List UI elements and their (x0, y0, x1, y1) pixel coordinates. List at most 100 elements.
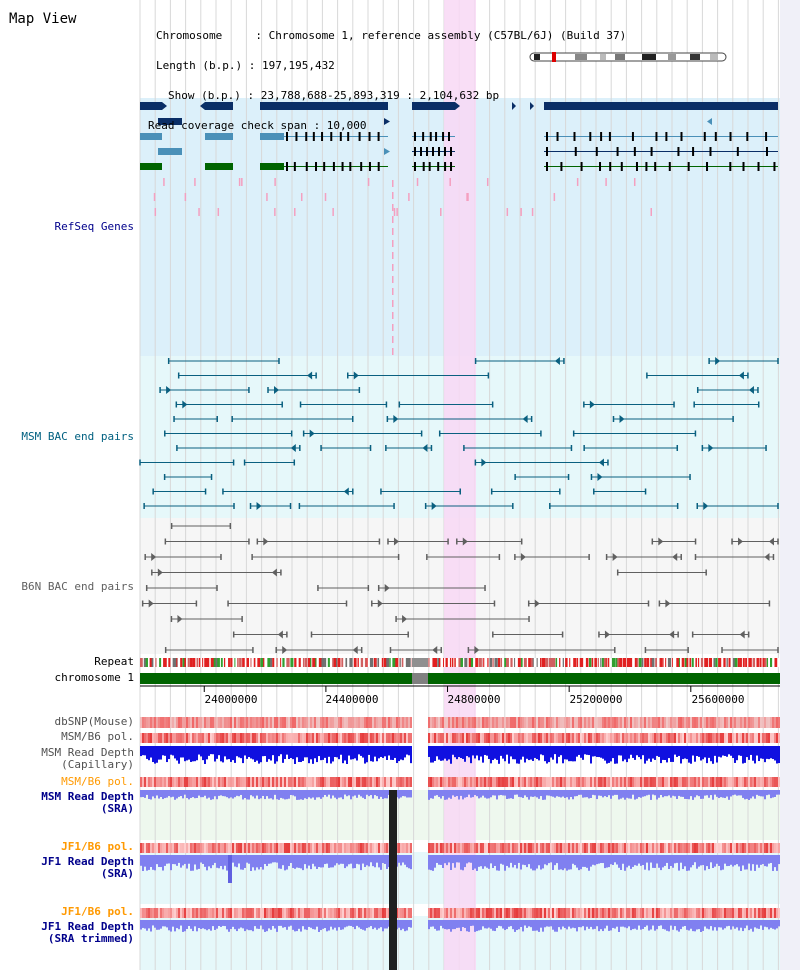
depth-bar (402, 920, 404, 929)
depth-bar (642, 920, 644, 929)
jf1-read-depth-sra-label[interactable]: JF1 Read Depth (41, 855, 134, 868)
heat-cell (586, 717, 588, 728)
msm-bac-label[interactable]: MSM BAC end pairs (21, 430, 134, 443)
depth-bar (288, 855, 290, 867)
heat-cell (584, 717, 586, 728)
depth-bar (498, 920, 500, 926)
depth-bar (578, 790, 580, 795)
heat-cell (168, 908, 170, 918)
right-scrollbar[interactable] (780, 0, 800, 970)
msm-read-depth-cap-label[interactable]: MSM Read Depth (41, 746, 134, 759)
depth-bar (648, 790, 650, 795)
heat-cell (260, 908, 262, 918)
heat-cell (364, 843, 366, 853)
repeat-element (428, 658, 430, 667)
refseq-genes-track[interactable] (140, 102, 778, 355)
heat-cell (306, 777, 308, 787)
repeat-track[interactable] (140, 658, 780, 667)
heat-cell (672, 908, 674, 918)
bac-arrow (769, 537, 774, 546)
jf1-b6-pol-label-1[interactable]: JF1/B6 pol. (61, 840, 134, 853)
jf1-b6-pol-label-2[interactable]: JF1/B6 pol. (61, 905, 134, 918)
repeat-element (310, 658, 312, 667)
pink-marker (576, 178, 579, 186)
heat-cell (158, 777, 160, 787)
heat-cell (562, 908, 564, 918)
jf1-read-depth-trim-label[interactable]: JF1 Read Depth (41, 920, 134, 933)
depth-bar (430, 855, 432, 871)
chromosome-ideogram[interactable] (529, 52, 727, 62)
heat-cell (744, 777, 746, 787)
b6n-bac-track[interactable] (141, 523, 779, 654)
heat-cell (292, 717, 294, 728)
depth-bar (448, 920, 450, 930)
heat-cell (278, 777, 280, 787)
heat-cell (512, 717, 514, 728)
depth-bar (324, 855, 326, 865)
lower-tracks[interactable] (140, 717, 780, 970)
heat-cell (604, 777, 606, 787)
exon (437, 162, 440, 171)
heat-cell (280, 717, 282, 728)
depth-bar (666, 855, 668, 863)
heat-cell (314, 733, 316, 743)
msm-bac-track[interactable] (139, 357, 779, 510)
heat-cell (510, 717, 512, 728)
bac-arrow (402, 615, 408, 623)
depth-bar (666, 746, 668, 763)
heat-cell (588, 717, 590, 728)
b6n-bac-label[interactable]: B6N BAC end pairs (21, 580, 134, 593)
depth-bar (620, 790, 622, 799)
heat-cell (746, 717, 748, 728)
heat-cell (624, 908, 626, 918)
heat-cell (310, 777, 312, 787)
bac-arrow (612, 553, 618, 561)
depth-bar (284, 746, 286, 760)
heat-cell (292, 733, 294, 743)
heat-cell (674, 733, 676, 743)
depth-bar (310, 790, 312, 799)
heat-cell (730, 777, 732, 787)
heat-cell (322, 777, 324, 787)
heat-cell (670, 733, 672, 743)
msm-b6-pol-label-2[interactable]: MSM/B6 pol. (61, 775, 134, 788)
pink-marker (392, 300, 394, 307)
depth-bar (148, 855, 150, 870)
depth-bar (672, 790, 674, 796)
heat-cell (614, 777, 616, 787)
depth-bar (190, 920, 192, 929)
heat-cell (368, 777, 370, 787)
repeat-element (646, 658, 650, 667)
heat-cell (340, 717, 342, 728)
heat-cell (562, 777, 564, 787)
depth-bar (238, 920, 240, 929)
dbsnp-label[interactable]: dbSNP(Mouse) (54, 715, 134, 728)
msm-b6-pol-label-1[interactable]: MSM/B6 pol. (61, 730, 134, 743)
depth-bar (716, 746, 718, 763)
heat-cell (634, 908, 636, 918)
depth-bar (534, 746, 536, 758)
repeat-element (676, 658, 680, 667)
heat-cell (494, 908, 496, 918)
chromosome-bar[interactable] (140, 673, 780, 684)
heat-cell (268, 717, 270, 728)
heat-cell (612, 843, 614, 853)
repeat-element (651, 658, 655, 667)
heat-cell (744, 908, 746, 918)
heat-cell (182, 908, 184, 918)
heat-cell (480, 843, 482, 853)
highlight-region[interactable] (444, 0, 476, 970)
depth-bar (250, 920, 252, 931)
depth-bar (248, 855, 250, 864)
heat-cell (264, 733, 266, 743)
depth-bar (352, 920, 354, 927)
heat-cell (522, 777, 524, 787)
heat-cell (576, 908, 578, 918)
depth-bar (350, 855, 352, 864)
msm-read-depth-sra-label[interactable]: MSM Read Depth (41, 790, 134, 803)
heat-cell (710, 777, 712, 787)
refseq-label[interactable]: RefSeq Genes (54, 220, 134, 233)
depth-bar (384, 790, 386, 799)
heat-cell (190, 717, 192, 728)
